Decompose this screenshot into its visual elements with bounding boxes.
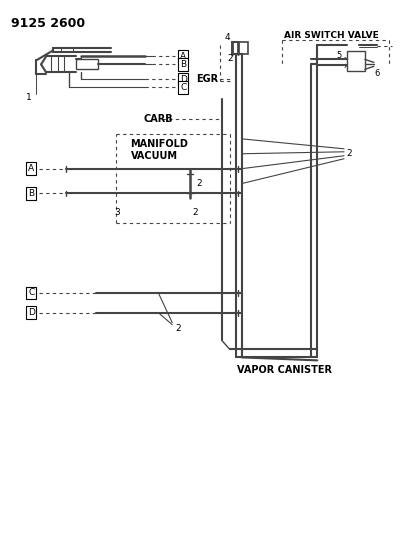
Text: 4: 4 — [225, 33, 231, 42]
Text: VAPOR CANISTER: VAPOR CANISTER — [237, 365, 332, 375]
Text: D: D — [28, 308, 35, 317]
Text: 9125 2600: 9125 2600 — [12, 17, 85, 30]
Text: 2: 2 — [196, 179, 202, 188]
Text: B: B — [28, 189, 34, 198]
Text: 2: 2 — [192, 208, 198, 217]
Text: 5: 5 — [337, 51, 342, 60]
Text: C: C — [28, 288, 34, 297]
Bar — [347, 52, 365, 71]
Text: 2: 2 — [227, 54, 233, 63]
Text: A: A — [180, 52, 186, 61]
Text: C: C — [180, 83, 186, 92]
Text: CARB: CARB — [143, 114, 173, 124]
Text: A: A — [28, 164, 34, 173]
Bar — [76, 59, 98, 69]
Text: 3: 3 — [115, 208, 120, 217]
Text: 2: 2 — [346, 149, 352, 158]
Text: MANIFOLD: MANIFOLD — [131, 139, 188, 149]
Bar — [232, 42, 248, 54]
Text: AIR SWITCH VALVE: AIR SWITCH VALVE — [284, 31, 379, 40]
Text: EGR: EGR — [196, 74, 218, 84]
Text: 6: 6 — [375, 69, 380, 78]
Text: 2: 2 — [175, 324, 181, 333]
Text: D: D — [180, 75, 187, 84]
Text: VACUUM: VACUUM — [131, 151, 178, 161]
Text: B: B — [180, 60, 186, 69]
Text: 1: 1 — [26, 93, 32, 102]
